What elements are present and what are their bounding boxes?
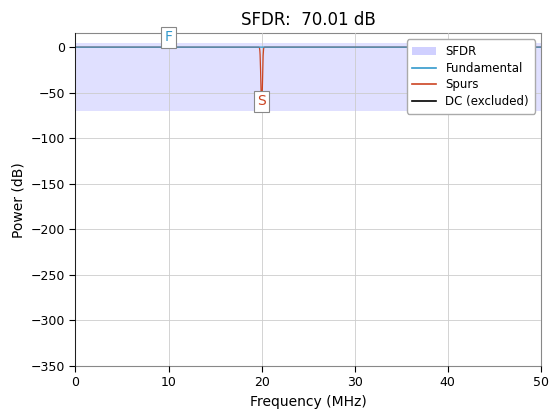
Bar <box>76 42 541 111</box>
Text: F: F <box>165 30 172 45</box>
Y-axis label: Power (dB): Power (dB) <box>11 162 25 238</box>
X-axis label: Frequency (MHz): Frequency (MHz) <box>250 395 367 409</box>
Title: SFDR:  70.01 dB: SFDR: 70.01 dB <box>241 11 376 29</box>
Text: S: S <box>257 94 266 108</box>
Legend: SFDR, Fundamental, Spurs, DC (excluded): SFDR, Fundamental, Spurs, DC (excluded) <box>407 39 535 114</box>
